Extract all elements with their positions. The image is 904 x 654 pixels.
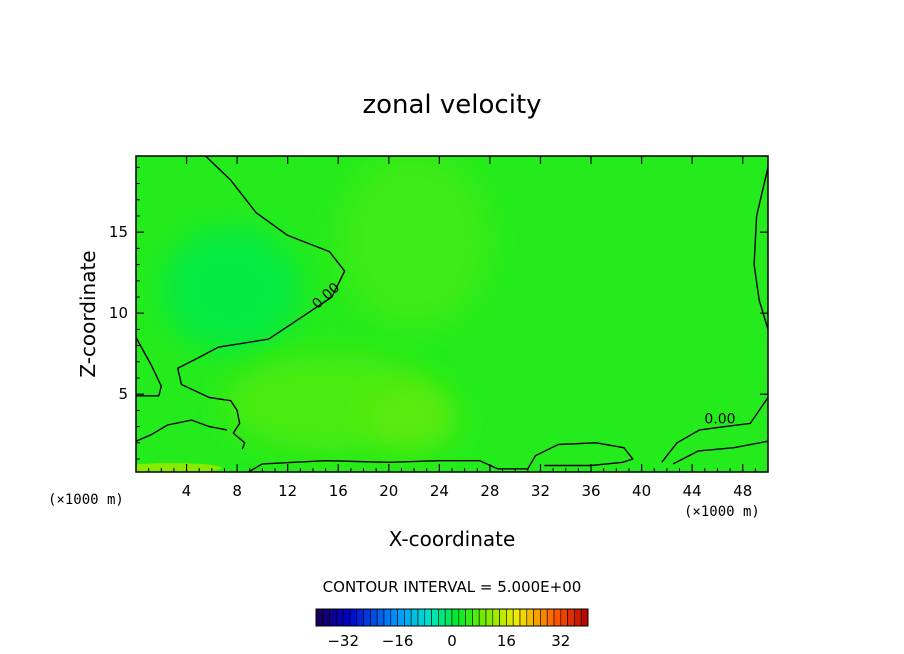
x-tick-label: 4 (182, 482, 192, 500)
colorbar-cell (506, 608, 514, 627)
colorbar-cell (465, 608, 473, 627)
field-anomaly (136, 463, 222, 472)
colorbar-tick-label: 0 (447, 632, 457, 650)
colorbar-cell (540, 608, 548, 627)
x-unit-label-left: (×1000 m) (48, 492, 124, 508)
y-tick-label: 5 (118, 385, 128, 403)
colorbar-cell (533, 608, 541, 627)
zero-contour (753, 167, 768, 330)
x-tick-label: 40 (632, 482, 651, 500)
chart-title: zonal velocity (362, 90, 541, 120)
colorbar: −32 −16 0 16 32 (315, 608, 589, 650)
colorbar-cell (404, 608, 412, 627)
zero-contour (177, 156, 346, 450)
colorbar-cell (574, 608, 582, 627)
colorbar-cell (546, 608, 555, 627)
colorbar-cell (492, 608, 500, 627)
zero-contour (672, 440, 768, 465)
zero-contour (136, 419, 228, 442)
contour-interval-text: CONTOUR INTERVAL = 5.000E+00 (323, 578, 582, 596)
colorbar-cell (438, 608, 446, 627)
colorbar-cell (458, 608, 466, 627)
colorbar-cell (315, 608, 324, 627)
zero-contour (248, 442, 634, 472)
x-tick-label: 32 (531, 482, 550, 500)
x-tick-label: 28 (480, 482, 499, 500)
colorbar-cell (342, 608, 351, 627)
x-tick-label: 8 (232, 482, 242, 500)
x-tick-label: 24 (430, 482, 449, 500)
colorbar-cell (560, 608, 568, 627)
colorbar-cell (329, 608, 337, 627)
colorbar-cell (472, 608, 480, 627)
field-anomaly (338, 156, 490, 330)
y-tick-label: 10 (109, 304, 128, 322)
colorbar-cell (444, 608, 453, 627)
colorbar-tick-label: −16 (382, 632, 414, 650)
colorbar-cell (363, 608, 371, 627)
colorbar-cell (580, 608, 589, 627)
x-tick-label: 16 (329, 482, 348, 500)
x-tick-label: 48 (733, 482, 752, 500)
x-tick-label: 20 (379, 482, 398, 500)
colorbar-cell (478, 608, 487, 627)
colorbar-cell (567, 608, 575, 627)
colorbar-cell (526, 608, 534, 627)
colorbar-cell (553, 608, 562, 627)
colorbar-cell (356, 608, 364, 627)
x-unit-label-right: (×1000 m) (684, 504, 760, 520)
zero-contour-lines (136, 156, 768, 472)
y-axis-label: Z-coordinate (76, 250, 100, 377)
colorbar-cell (485, 608, 494, 627)
colorbar-cell (336, 608, 344, 627)
field-anomaly (369, 386, 459, 451)
x-tick-label: 44 (683, 482, 702, 500)
x-tick-label: 12 (278, 482, 297, 500)
colorbar-cell (390, 608, 398, 627)
colorbar-cell (376, 608, 385, 627)
colorbar-cell (519, 608, 528, 627)
zero-contour (661, 397, 768, 463)
colorbar-tick-label: −32 (327, 632, 359, 650)
velocity-field (136, 156, 768, 472)
colorbar-cell (417, 608, 426, 627)
y-tick-label: 15 (109, 223, 128, 241)
colorbar-tick-label: 32 (551, 632, 570, 650)
colorbar-cell (349, 608, 358, 627)
colorbar-cell (431, 608, 439, 627)
colorbar-cell (322, 608, 330, 627)
colorbar-frame (315, 608, 589, 627)
zero-contour (136, 337, 162, 397)
colorbar-cell (512, 608, 521, 627)
colorbar-cell (383, 608, 392, 627)
colorbar-cell (397, 608, 405, 627)
colorbar-cell (410, 608, 419, 627)
colorbar-cell (370, 608, 378, 627)
colorbar-cell (451, 608, 460, 627)
x-tick-label: 36 (581, 482, 600, 500)
colorbar-tick-label: 16 (497, 632, 516, 650)
x-axis-label: X-coordinate (389, 527, 516, 551)
field-anomaly (161, 227, 301, 351)
colorbar-cell (499, 608, 507, 627)
colorbar-cell (424, 608, 432, 627)
contour-label: 0.00 (704, 412, 735, 428)
